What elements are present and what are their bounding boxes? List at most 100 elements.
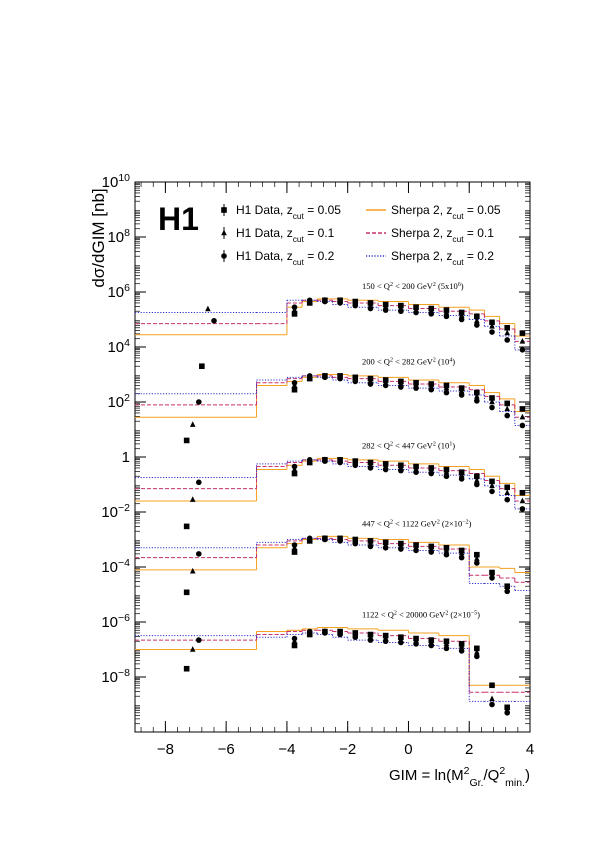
data-point — [519, 489, 526, 496]
data-point — [221, 253, 227, 259]
panel-label: 1122 < Q2 < 20000 GeV2 (2×10−5) — [362, 610, 480, 620]
data-point — [322, 536, 328, 543]
data-point — [474, 648, 480, 655]
data-point — [398, 546, 404, 552]
data-point — [211, 317, 217, 324]
data-point — [474, 555, 480, 561]
legend-label: H1 Data, zcut = 0.1 — [236, 226, 335, 244]
data-point — [443, 468, 450, 475]
data-point — [458, 312, 465, 318]
y-tick-label: 10−8 — [101, 667, 130, 686]
data-point — [489, 398, 495, 405]
data-point — [443, 309, 450, 315]
data-point — [382, 382, 389, 389]
data-point — [367, 637, 374, 643]
data-point — [367, 543, 374, 550]
data-point — [352, 634, 359, 641]
legend-label: Sherpa 2, zcut = 0.2 — [391, 249, 494, 267]
data-point — [189, 421, 196, 427]
data-point — [443, 389, 450, 396]
data-point — [504, 324, 511, 331]
data-point — [443, 547, 450, 553]
data-point — [504, 412, 511, 419]
data-point — [291, 470, 298, 477]
data-point — [382, 466, 389, 473]
x-tick-label: 0 — [404, 741, 412, 758]
data-point — [382, 544, 389, 551]
data-point — [322, 374, 328, 381]
data-point — [428, 549, 435, 555]
data-point — [474, 645, 480, 652]
legend-label: Sherpa 2, zcut = 0.05 — [391, 203, 501, 221]
data-point — [382, 638, 389, 645]
data-point — [413, 547, 419, 554]
data-point — [337, 375, 343, 382]
data-point — [458, 549, 465, 556]
data-point — [474, 481, 480, 488]
x-tick-label: 4 — [526, 741, 534, 758]
data-point — [504, 496, 511, 503]
data-point — [519, 330, 526, 336]
data-point — [413, 385, 419, 391]
data-point — [519, 497, 526, 504]
data-point — [474, 398, 480, 404]
data-point — [489, 682, 495, 689]
data-point — [352, 302, 359, 309]
panel-label: 200 < Q2 < 282 GeV2 (104) — [362, 357, 455, 367]
data-point — [337, 538, 343, 544]
data-point — [519, 406, 526, 412]
y-tick-label: 102 — [107, 392, 130, 411]
data-point — [291, 304, 298, 311]
data-point — [458, 316, 465, 323]
data-point — [458, 554, 465, 561]
data-point — [443, 473, 450, 480]
y-axis-title: dσ/dGIM [nb] — [89, 188, 108, 287]
data-point — [489, 329, 495, 335]
data-point — [489, 701, 495, 708]
data-point — [519, 347, 526, 353]
x-tick-label: −4 — [278, 741, 295, 758]
data-point — [428, 470, 435, 477]
data-point — [189, 567, 196, 574]
data-point — [291, 542, 298, 548]
x-axis-title: GIM = ln(M2Gr./Q2min.) — [389, 765, 530, 789]
y-tick-label: 1010 — [102, 172, 131, 191]
data-point — [367, 381, 374, 387]
data-point — [519, 506, 526, 512]
data-point — [322, 458, 328, 464]
data-point — [504, 709, 511, 716]
data-point — [474, 392, 480, 399]
data-point — [489, 695, 495, 702]
data-point — [183, 523, 190, 530]
data-point — [352, 462, 359, 469]
logo: H1 — [158, 201, 199, 237]
data-point — [306, 628, 313, 635]
data-point — [474, 560, 480, 566]
data-point — [458, 471, 465, 478]
data-point — [474, 317, 480, 324]
data-point — [489, 395, 495, 401]
data-point — [352, 378, 359, 385]
data-point — [458, 642, 465, 649]
data-point — [504, 405, 511, 412]
y-tick-label: 10−6 — [101, 612, 130, 631]
data-point — [474, 389, 480, 396]
y-tick-label: 1 — [122, 449, 130, 466]
data-point — [504, 489, 511, 495]
legend-label: H1 Data, zcut = 0.2 — [236, 249, 335, 267]
data-point — [458, 648, 465, 654]
data-point — [337, 300, 343, 306]
data-point — [504, 329, 511, 336]
data-point — [489, 323, 495, 329]
x-tick-label: 2 — [465, 741, 473, 758]
data-point — [519, 422, 526, 429]
panel-label: 282 < Q2 < 447 GeV2 (101) — [362, 440, 455, 450]
data-point — [504, 588, 511, 595]
data-point — [519, 413, 526, 420]
data-point — [322, 630, 328, 636]
legend-label: H1 Data, zcut = 0.05 — [236, 203, 341, 221]
data-point — [413, 309, 419, 316]
data-point — [291, 311, 298, 317]
